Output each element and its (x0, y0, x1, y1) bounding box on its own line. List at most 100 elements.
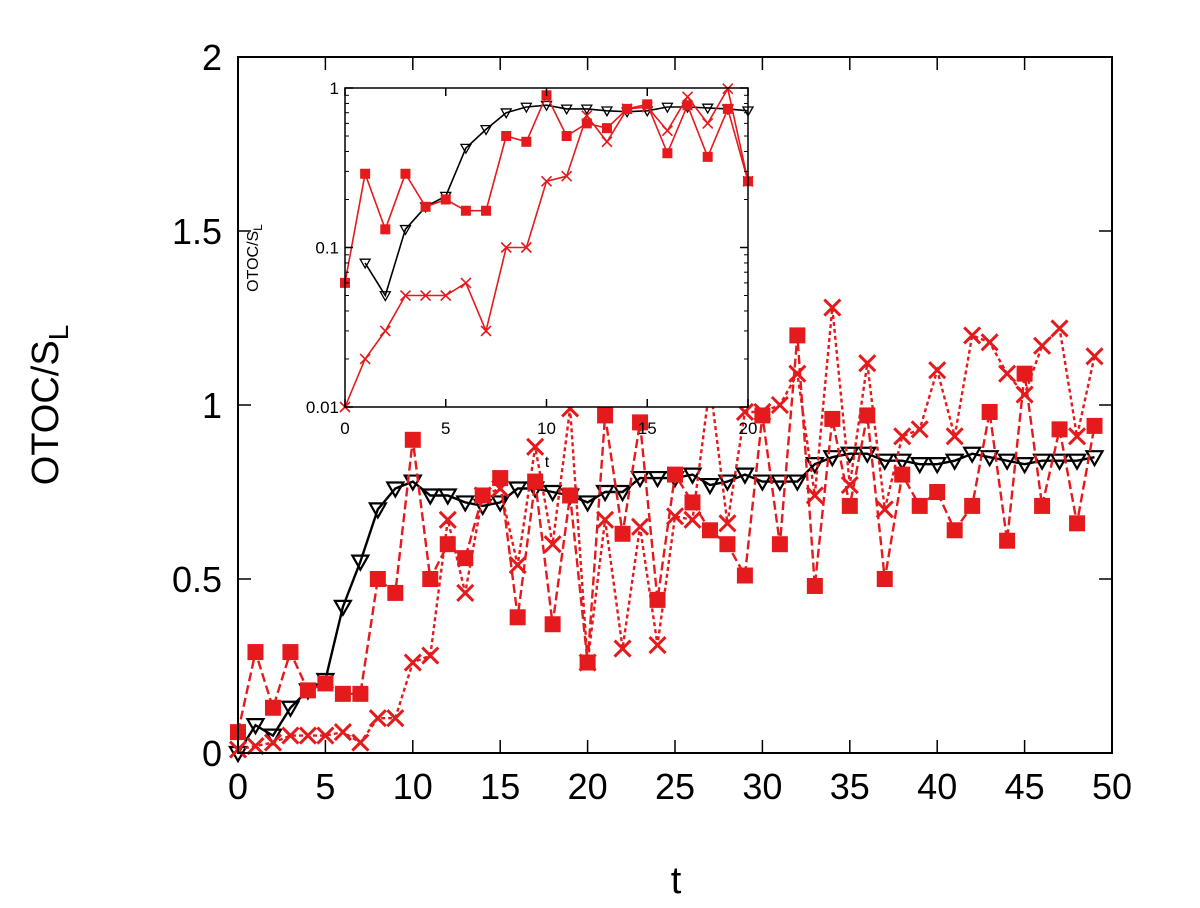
main-series-2-point (894, 466, 911, 483)
main-series-3-point (316, 726, 335, 745)
main-series-2-point (404, 431, 421, 448)
main-y-axis-label: OTOC/SL (25, 325, 74, 486)
inset-ticks-layer: 0 5 10 15 20 0.01 0.1 1 (306, 79, 758, 438)
main-series-3-point (875, 500, 894, 519)
main-series-2-point (999, 532, 1016, 549)
main-series-2-point (649, 591, 666, 608)
main-series-3-point (403, 653, 422, 672)
inset-series-3-point (520, 241, 532, 254)
main-y-axis-label-subscript: L (43, 325, 74, 341)
inset-series-3-point (480, 325, 492, 337)
inset-x-tick-label: 0 (340, 419, 349, 438)
main-series-2-point (264, 699, 281, 716)
main-series-3-point (1067, 427, 1087, 446)
inset-background (345, 88, 748, 407)
main-series-2-point (1069, 515, 1086, 532)
inset-x-tick-label: 15 (638, 419, 657, 438)
inset-series-2-point (521, 136, 532, 147)
inset-series-2-point (400, 168, 411, 179)
inset-series-2-point (601, 123, 612, 134)
main-series-3-point (351, 733, 370, 752)
main-series-1-point (962, 446, 983, 464)
inset-series-3-point (661, 125, 673, 137)
main-series-1-point (804, 457, 825, 475)
inset-series-3-point (561, 170, 573, 182)
main-series-1-point (612, 484, 633, 503)
main-series-3-point (963, 326, 982, 345)
main-series-2-point (369, 571, 386, 587)
main-series-1-point (437, 488, 458, 506)
main-x-tick-label: 25 (655, 766, 695, 807)
inset-series-3-point (540, 175, 553, 187)
main-series-3-point (945, 427, 964, 446)
main-series-3-point (1033, 336, 1052, 355)
inset-series-3-point (500, 241, 512, 254)
main-y-tick-label: 1 (202, 385, 222, 426)
main-series-2-point (282, 644, 299, 661)
main-series-1-point (455, 495, 476, 513)
main-series-2-point (667, 466, 683, 483)
inset-series-3-point (379, 325, 391, 337)
main-series-2-point (1086, 417, 1103, 434)
main-series-1-point (997, 453, 1018, 471)
inset-series-1-point (359, 258, 372, 270)
main-y-tick-label: 2 (202, 37, 222, 78)
inset-x-tick-label: 20 (739, 419, 758, 438)
main-series-3-point (473, 486, 492, 505)
inset-series-1-point (479, 125, 493, 136)
main-series-3-point (281, 726, 300, 745)
main-series-1-point (1084, 450, 1105, 468)
main-series-2-point (562, 487, 579, 504)
inset-y-axis-label-subscript: L (251, 224, 265, 231)
main-x-tick-label: 40 (917, 766, 957, 807)
main-series-2-point (859, 407, 876, 424)
main-series-3-point (1015, 385, 1034, 404)
main-series-1-point (542, 484, 563, 503)
main-series-1-point (682, 467, 703, 485)
main-series-3-point (910, 420, 929, 439)
main-series-1-point (927, 457, 948, 475)
inset-series-1-point (580, 104, 593, 116)
main-series-2-point (544, 616, 561, 633)
main-series-3-point (386, 709, 405, 728)
inset-y-tick-label: 0.01 (306, 398, 339, 417)
main-series-1-point (647, 470, 668, 489)
main-series-1-line (236, 452, 1095, 754)
main-series-2-point (632, 414, 649, 431)
main-series-3-point (753, 402, 772, 422)
main-series-1-point (1067, 453, 1087, 471)
main-series-layer (228, 298, 1105, 764)
inset-series-3-point (440, 289, 452, 302)
main-y-tick-label: 1.5 (172, 211, 222, 252)
main-series-3-point (683, 510, 702, 529)
main-x-tick-label: 5 (315, 766, 335, 807)
main-series-3-line (237, 307, 1096, 751)
main-x-axis-label: t (671, 860, 682, 902)
main-series-3-point (823, 298, 842, 317)
main-series-3-point (648, 636, 667, 655)
main-series-1-point (1049, 453, 1070, 471)
main-series-1-point (752, 474, 773, 492)
inset-series-1-point (379, 291, 392, 302)
main-series-1-point (350, 554, 371, 572)
inset-series-3-point (601, 136, 613, 148)
inset-series-3-point (399, 289, 412, 302)
main-series-2-point (457, 550, 474, 567)
inset-series-3-point (581, 110, 593, 122)
inset-x-tick-label: 5 (441, 419, 450, 438)
main-series-1-point (1014, 457, 1035, 475)
main-series-1-point (385, 481, 406, 499)
main-x-tick-label: 20 (568, 766, 608, 807)
main-x-tick-label: 35 (830, 766, 870, 807)
main-series-2-point (981, 403, 998, 420)
inset-series-1-point (500, 108, 513, 120)
inset-series-1-point (661, 102, 674, 114)
main-series-2-point (911, 497, 928, 514)
inset-series-2-point (642, 99, 653, 110)
inset-series-1-point (560, 104, 573, 116)
main-series-2-point (1016, 365, 1033, 382)
inset-y-tick-label: 1 (330, 79, 339, 98)
inset-series-1-point (520, 102, 533, 114)
